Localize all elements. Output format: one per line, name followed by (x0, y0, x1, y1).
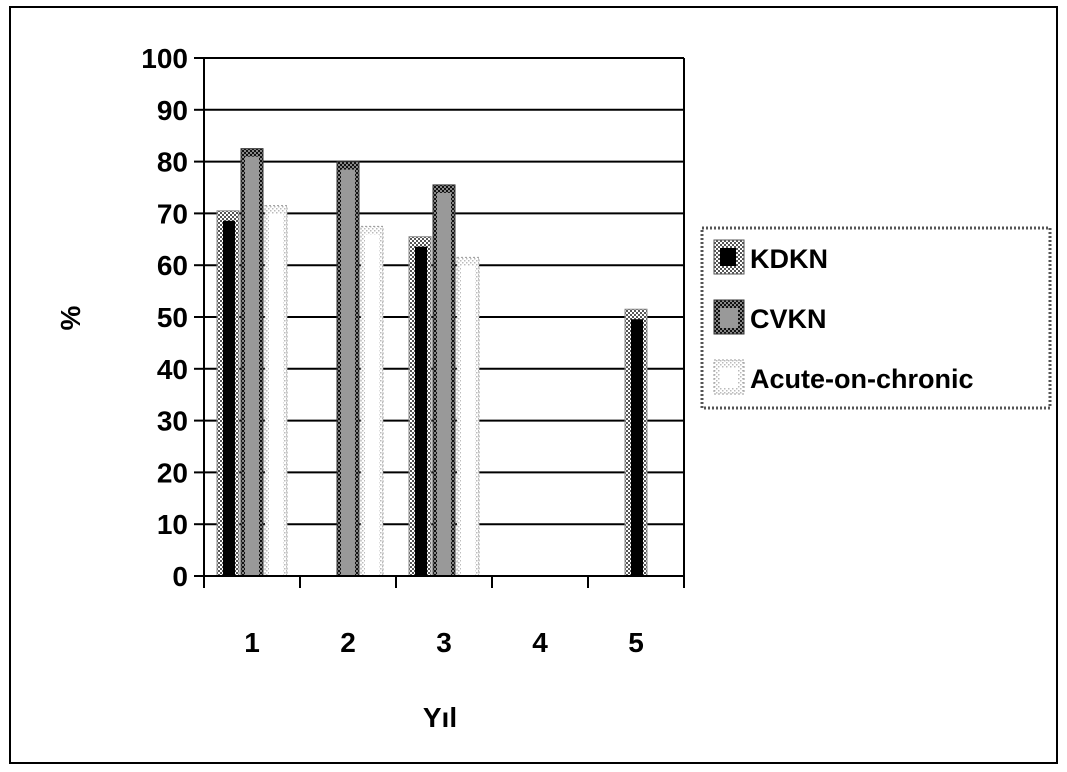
y-tick-label: 80 (157, 147, 188, 178)
x-tick-label: 4 (532, 627, 548, 658)
tick-labels: 0 10 20 30 40 50 60 70 80 90 100 1 2 3 4 5 (141, 43, 644, 658)
legend-item: CVKN (713, 299, 827, 335)
y-tick-label: 50 (157, 302, 188, 333)
x-tick-label: 2 (340, 627, 356, 658)
bar-1 (240, 148, 264, 577)
y-tick-label: 70 (157, 198, 188, 229)
bar-core (415, 246, 427, 576)
bar-2 (360, 225, 384, 577)
legend-box (700, 226, 1052, 410)
bar-core (223, 220, 235, 576)
y-tick-label: 60 (157, 250, 188, 281)
y-tick-label: 90 (157, 95, 188, 126)
bar-2 (264, 205, 288, 577)
bar-1 (336, 161, 360, 577)
y-tick-label: 30 (157, 406, 188, 437)
y-tick-label: 0 (172, 561, 188, 592)
legend-label: Acute-on-chronic (750, 364, 974, 394)
bar-0 (216, 210, 240, 577)
bar-2 (456, 256, 480, 577)
bar-core (437, 192, 451, 576)
bar-core (365, 234, 379, 576)
bar-core (269, 213, 283, 576)
bars (216, 148, 648, 577)
bar-core (245, 156, 259, 576)
y-tick-label: 20 (157, 457, 188, 488)
bar-1 (432, 184, 456, 577)
legend-swatch-core (720, 308, 738, 328)
legend-swatch-core (720, 248, 736, 266)
bar-core (461, 265, 475, 576)
legend-item: Acute-on-chronic (713, 359, 974, 395)
y-tick-label: 10 (157, 509, 188, 540)
x-tick-label: 1 (244, 627, 260, 658)
legend: KDKN CVKN Acute-on-chronic (700, 226, 1052, 410)
bar-core (631, 319, 643, 576)
y-tick-label: 100 (141, 43, 188, 74)
legend-item: KDKN (713, 239, 828, 275)
legend-swatch-core (720, 368, 738, 388)
x-axis-title: Yıl (423, 702, 457, 733)
x-tick-label: 5 (628, 627, 644, 658)
legend-label: KDKN (750, 244, 828, 274)
x-tick-label: 3 (436, 627, 452, 658)
bar-0 (408, 236, 432, 577)
legend-label: CVKN (750, 304, 827, 334)
y-tick-label: 40 (157, 354, 188, 385)
bar-0 (624, 308, 648, 577)
y-axis-title: % (55, 305, 86, 330)
axes (194, 57, 685, 588)
bar-core (341, 169, 355, 576)
